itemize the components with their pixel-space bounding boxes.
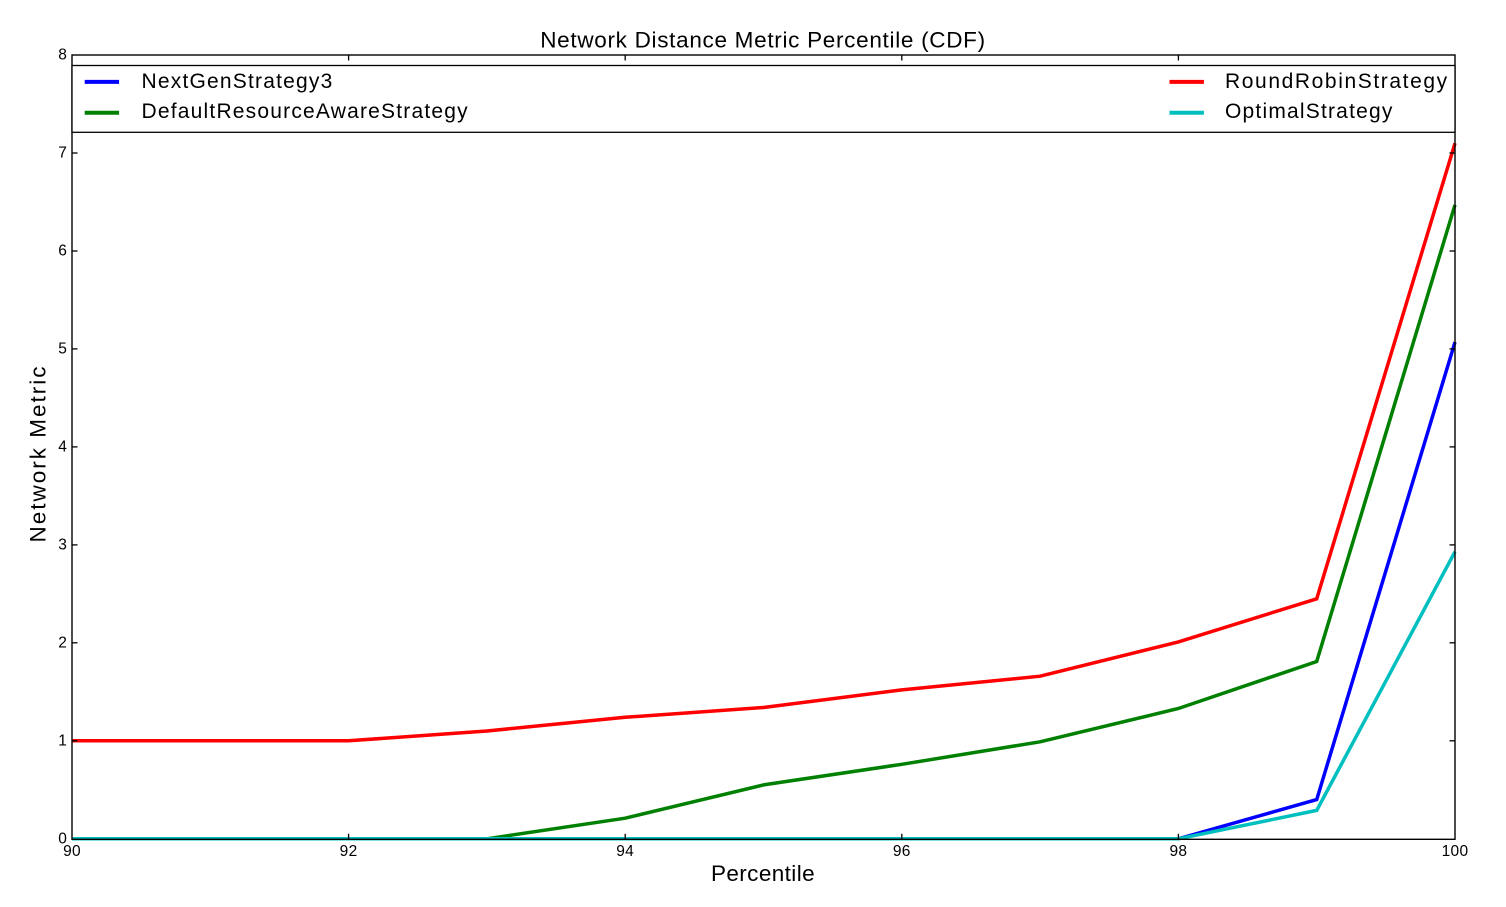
svg-text:DefaultResourceAwareStrategy: DefaultResourceAwareStrategy [142,100,469,123]
svg-text:98: 98 [1169,843,1187,860]
svg-text:90: 90 [63,843,81,860]
svg-text:8: 8 [58,47,67,64]
svg-text:Network Distance Metric Percen: Network Distance Metric Percentile (CDF) [540,28,986,53]
svg-text:0: 0 [58,831,67,848]
svg-text:96: 96 [893,843,911,860]
svg-text:RoundRobinStrategy: RoundRobinStrategy [1225,70,1449,93]
svg-text:NextGenStrategy3: NextGenStrategy3 [142,70,334,93]
svg-text:OptimalStrategy: OptimalStrategy [1225,100,1394,123]
svg-text:100: 100 [1442,843,1469,860]
svg-text:1: 1 [58,733,67,750]
svg-text:Network Metric: Network Metric [26,364,51,542]
svg-text:92: 92 [340,843,358,860]
svg-text:Percentile: Percentile [711,861,815,886]
svg-text:6: 6 [58,243,67,260]
svg-text:94: 94 [616,843,634,860]
svg-text:5: 5 [58,341,67,358]
svg-text:7: 7 [58,145,67,162]
svg-text:3: 3 [58,537,67,554]
svg-text:4: 4 [58,439,67,456]
svg-text:2: 2 [58,635,67,652]
